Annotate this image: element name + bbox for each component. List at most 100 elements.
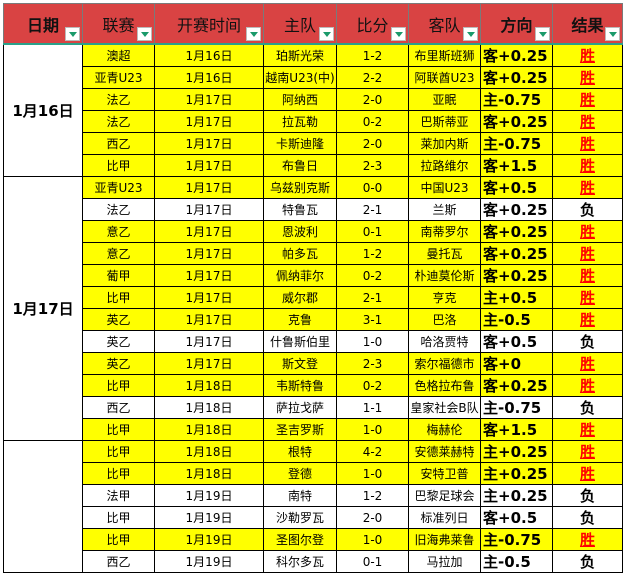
league-cell[interactable]: 葡甲 <box>82 264 155 287</box>
league-cell[interactable]: 英乙 <box>82 308 155 331</box>
away-cell[interactable]: 巴洛 <box>408 308 481 331</box>
league-cell[interactable]: 比甲 <box>82 374 155 397</box>
direction-cell[interactable]: 主-0.75 <box>480 132 553 155</box>
away-cell[interactable]: 旧海弗莱鲁 <box>408 528 481 551</box>
away-cell[interactable]: 梅赫伦 <box>408 418 481 441</box>
away-cell[interactable]: 皇家社会B队 <box>408 396 481 419</box>
score-cell[interactable]: 4-2 <box>336 440 409 463</box>
time-cell[interactable]: 1月18日 <box>154 396 264 419</box>
time-cell[interactable]: 1月17日 <box>154 308 264 331</box>
result-cell[interactable]: 胜 <box>552 132 623 155</box>
home-cell[interactable]: 卡斯迪隆 <box>263 132 337 155</box>
time-cell[interactable]: 1月17日 <box>154 242 264 265</box>
time-cell[interactable]: 1月17日 <box>154 198 264 221</box>
time-cell[interactable]: 1月19日 <box>154 506 264 529</box>
direction-cell[interactable]: 主+0.25 <box>480 462 553 485</box>
league-cell[interactable]: 意乙 <box>82 242 155 265</box>
home-cell[interactable]: 布鲁日 <box>263 154 337 177</box>
score-cell[interactable]: 1-0 <box>336 330 409 353</box>
date-cell[interactable]: 1月17日 <box>3 176 83 441</box>
league-cell[interactable]: 法乙 <box>82 88 155 111</box>
home-cell[interactable]: 克鲁 <box>263 308 337 331</box>
direction-cell[interactable]: 客+0.25 <box>480 242 553 265</box>
league-cell[interactable]: 比甲 <box>82 418 155 441</box>
league-cell[interactable]: 澳超 <box>82 43 155 67</box>
home-cell[interactable]: 沙勒罗瓦 <box>263 506 337 529</box>
score-cell[interactable]: 2-1 <box>336 198 409 221</box>
date-cell[interactable] <box>3 440 83 573</box>
league-cell[interactable]: 亚青U23 <box>82 66 155 89</box>
home-cell[interactable]: 什鲁斯伯里 <box>263 330 337 353</box>
result-cell[interactable]: 负 <box>552 506 623 529</box>
home-cell[interactable]: 登德 <box>263 462 337 485</box>
away-cell[interactable]: 亨克 <box>408 286 481 309</box>
time-cell[interactable]: 1月17日 <box>154 330 264 353</box>
league-cell[interactable]: 法乙 <box>82 110 155 133</box>
result-cell[interactable]: 胜 <box>552 440 623 463</box>
home-cell[interactable]: 帕多瓦 <box>263 242 337 265</box>
time-cell[interactable]: 1月17日 <box>154 264 264 287</box>
time-cell[interactable]: 1月16日 <box>154 43 264 67</box>
filter-dropdown-icon[interactable] <box>391 27 406 41</box>
score-cell[interactable]: 2-2 <box>336 66 409 89</box>
direction-cell[interactable]: 客+0.25 <box>480 66 553 89</box>
result-cell[interactable]: 负 <box>552 198 623 221</box>
away-cell[interactable]: 标准列日 <box>408 506 481 529</box>
away-cell[interactable]: 马拉加 <box>408 550 481 573</box>
time-cell[interactable]: 1月17日 <box>154 132 264 155</box>
home-cell[interactable]: 斯文登 <box>263 352 337 375</box>
direction-cell[interactable]: 主+0.5 <box>480 286 553 309</box>
direction-cell[interactable]: 客+1.5 <box>480 154 553 177</box>
score-cell[interactable]: 1-1 <box>336 396 409 419</box>
direction-cell[interactable]: 客+0.5 <box>480 176 553 199</box>
time-cell[interactable]: 1月17日 <box>154 110 264 133</box>
time-cell[interactable]: 1月17日 <box>154 352 264 375</box>
direction-cell[interactable]: 客+0.5 <box>480 506 553 529</box>
direction-cell[interactable]: 客+1.5 <box>480 418 553 441</box>
filter-dropdown-icon[interactable] <box>65 27 80 41</box>
away-cell[interactable]: 兰斯 <box>408 198 481 221</box>
home-cell[interactable]: 圣吉罗斯 <box>263 418 337 441</box>
time-cell[interactable]: 1月17日 <box>154 176 264 199</box>
home-cell[interactable]: 科尔多瓦 <box>263 550 337 573</box>
away-cell[interactable]: 南蒂罗尔 <box>408 220 481 243</box>
score-cell[interactable]: 3-1 <box>336 308 409 331</box>
score-cell[interactable]: 2-3 <box>336 154 409 177</box>
away-cell[interactable]: 曼托瓦 <box>408 242 481 265</box>
home-cell[interactable]: 萨拉戈萨 <box>263 396 337 419</box>
direction-cell[interactable]: 主+0.25 <box>480 484 553 507</box>
score-cell[interactable]: 0-1 <box>336 220 409 243</box>
result-cell[interactable]: 胜 <box>552 220 623 243</box>
direction-cell[interactable]: 主-0.5 <box>480 308 553 331</box>
filter-dropdown-icon[interactable] <box>535 27 550 41</box>
time-cell[interactable]: 1月17日 <box>154 88 264 111</box>
filter-dropdown-icon[interactable] <box>137 27 152 41</box>
result-cell[interactable]: 胜 <box>552 374 623 397</box>
score-cell[interactable]: 2-0 <box>336 132 409 155</box>
time-cell[interactable]: 1月19日 <box>154 550 264 573</box>
direction-cell[interactable]: 主-0.75 <box>480 528 553 551</box>
league-cell[interactable]: 西乙 <box>82 396 155 419</box>
league-cell[interactable]: 意乙 <box>82 220 155 243</box>
away-cell[interactable]: 安特卫普 <box>408 462 481 485</box>
away-cell[interactable]: 安德莱赫特 <box>408 440 481 463</box>
filter-dropdown-icon[interactable] <box>246 27 261 41</box>
time-cell[interactable]: 1月18日 <box>154 418 264 441</box>
time-cell[interactable]: 1月17日 <box>154 220 264 243</box>
score-cell[interactable]: 2-3 <box>336 352 409 375</box>
home-cell[interactable]: 南特 <box>263 484 337 507</box>
away-cell[interactable]: 亚眠 <box>408 88 481 111</box>
league-cell[interactable]: 法甲 <box>82 484 155 507</box>
result-cell[interactable]: 胜 <box>552 176 623 199</box>
result-cell[interactable]: 胜 <box>552 352 623 375</box>
score-cell[interactable]: 0-2 <box>336 110 409 133</box>
score-cell[interactable]: 0-2 <box>336 374 409 397</box>
away-cell[interactable]: 拉路维尔 <box>408 154 481 177</box>
direction-cell[interactable]: 主-0.75 <box>480 396 553 419</box>
time-cell[interactable]: 1月17日 <box>154 154 264 177</box>
home-cell[interactable]: 越南U23(中) <box>263 66 337 89</box>
league-cell[interactable]: 比甲 <box>82 528 155 551</box>
score-cell[interactable]: 0-0 <box>336 176 409 199</box>
time-cell[interactable]: 1月18日 <box>154 374 264 397</box>
home-cell[interactable]: 拉瓦勒 <box>263 110 337 133</box>
